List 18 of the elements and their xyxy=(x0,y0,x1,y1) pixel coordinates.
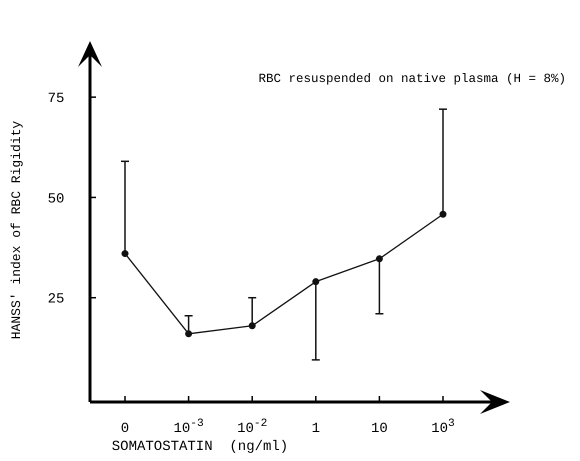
x-tick-label: 10 xyxy=(370,421,388,437)
x-tick-label: 1 xyxy=(312,421,320,437)
point xyxy=(440,210,446,218)
y-tick-label: 75 xyxy=(48,91,64,108)
point xyxy=(185,330,192,338)
y-tick-label: 50 xyxy=(48,191,64,208)
x-axis-title: SOMATOSTATIN (ng/ml) xyxy=(112,439,288,455)
x-tick-label: 10$^{3}$ xyxy=(431,418,455,437)
y-tick-label: 25 xyxy=(48,292,64,308)
point xyxy=(248,322,256,330)
annotation: RBC resuspended on native plasma (H = 8%) xyxy=(258,72,566,86)
point xyxy=(312,278,320,286)
x-tick-label: 0 xyxy=(120,421,130,437)
x-tick-label: 10$^{-2}$ xyxy=(237,418,268,437)
x-tick-label: 10$^{-3}$ xyxy=(173,418,204,437)
point xyxy=(376,255,383,262)
point xyxy=(122,250,128,258)
y-axis-title: HANSS' index of RBC Rigidity xyxy=(9,120,24,340)
